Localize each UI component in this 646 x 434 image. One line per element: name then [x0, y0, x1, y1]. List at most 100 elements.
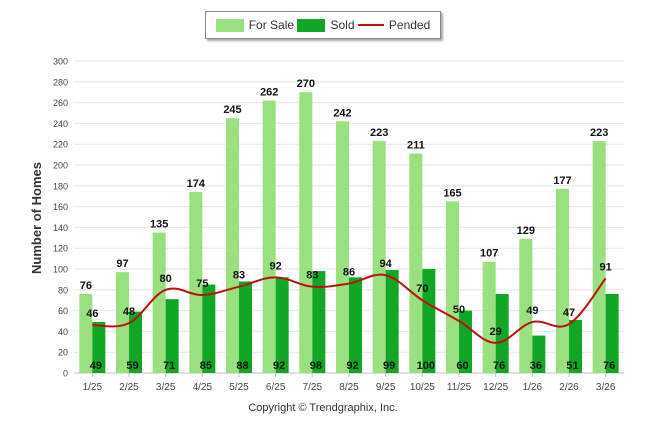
y-tick-label: 160	[53, 202, 68, 212]
y-tick-label: 180	[53, 181, 68, 191]
legend-item-for-sale[interactable]: For Sale	[215, 18, 295, 32]
bar-sold	[275, 277, 289, 373]
data-label-sold: 51	[566, 360, 578, 372]
data-label-sold: 88	[236, 360, 248, 372]
bar-for-sale	[152, 232, 166, 373]
data-label-pended: 80	[160, 273, 172, 285]
data-label-pended: 48	[123, 306, 135, 318]
x-tick-label: 7/25	[303, 382, 323, 393]
data-label-pended: 83	[306, 270, 318, 282]
legend-label-for-sale: For Sale	[248, 18, 295, 32]
data-label-for-sale: 76	[80, 280, 92, 292]
data-label-for-sale: 211	[407, 140, 425, 152]
data-label-sold: 59	[126, 360, 138, 372]
x-tick-label: 3/25	[156, 382, 176, 393]
x-tick-label: 9/25	[376, 382, 396, 393]
x-tick-label: 1/25	[83, 382, 103, 393]
data-label-pended: 91	[600, 261, 612, 273]
data-label-pended: 94	[380, 258, 393, 270]
bar-for-sale	[372, 141, 386, 373]
x-tick-label: 5/25	[229, 382, 249, 393]
bar-sold	[92, 322, 106, 373]
data-label-sold: 76	[493, 360, 505, 372]
bars: 76 49 97 59 135 71 174 85 245 88 262 92 270 98 242 92 22…	[79, 78, 619, 374]
x-tick-label: 10/25	[410, 382, 435, 393]
bar-for-sale	[189, 192, 203, 373]
y-tick-label: 200	[53, 161, 68, 171]
data-label-sold: 100	[417, 360, 435, 372]
bar-for-sale	[556, 188, 569, 373]
bar-sold	[312, 271, 326, 373]
y-tick-label: 20	[58, 348, 68, 358]
data-label-for-sale: 223	[370, 127, 388, 139]
bar-for-sale	[262, 100, 276, 374]
data-label-sold: 99	[383, 360, 395, 372]
data-label-sold: 92	[273, 360, 285, 372]
bar-for-sale	[482, 261, 496, 373]
data-label-for-sale: 270	[297, 78, 315, 90]
data-label-for-sale: 174	[187, 178, 206, 190]
y-tick-label: 220	[53, 140, 68, 150]
y-tick-label: 260	[53, 98, 68, 108]
data-label-for-sale: 245	[223, 104, 241, 116]
bar-sold	[422, 269, 436, 373]
data-label-sold: 36	[530, 360, 542, 372]
bar-sold	[239, 281, 252, 373]
bar-for-sale	[336, 121, 349, 373]
bar-for-sale	[79, 293, 93, 373]
bar-sold	[202, 284, 216, 373]
y-tick-label: 120	[53, 244, 68, 254]
data-label-for-sale: 262	[260, 87, 278, 99]
bar-sold	[165, 299, 179, 373]
bar-for-sale	[409, 153, 423, 373]
data-label-pended: 47	[563, 307, 575, 319]
bar-sold	[459, 310, 472, 373]
x-tick-label: 4/25	[193, 382, 213, 393]
x-tick-label: 2/26	[559, 382, 579, 393]
data-label-for-sale: 97	[116, 258, 128, 270]
data-label-sold: 71	[163, 360, 175, 372]
data-label-pended: 86	[343, 267, 355, 279]
data-label-for-sale: 135	[150, 219, 168, 231]
copyright-footer: Copyright © Trendgraphix, Inc.	[248, 402, 398, 414]
legend-label-pended: Pended	[388, 18, 431, 32]
y-tick-label: 100	[53, 265, 68, 275]
x-tick-label: 2/25	[119, 382, 139, 393]
data-label-sold: 98	[310, 360, 322, 372]
data-label-pended: 50	[453, 304, 465, 316]
legend-item-pended[interactable]: Pended	[357, 18, 431, 32]
x-tick-label: 12/25	[483, 382, 508, 393]
data-label-pended: 46	[86, 308, 98, 320]
x-tick-label: 11/25	[447, 382, 472, 393]
bar-for-sale	[226, 118, 239, 373]
legend-swatch-for-sale	[215, 18, 244, 32]
y-axis-label: Number of Homes	[29, 162, 44, 274]
x-tick-label: 3/26	[596, 382, 616, 393]
pended-line	[92, 273, 607, 344]
data-label-pended: 49	[526, 305, 538, 317]
data-label-for-sale: 242	[333, 107, 351, 119]
data-label-sold: 85	[200, 360, 212, 372]
legend-item-sold[interactable]: Sold	[297, 18, 355, 32]
y-tick-label: 140	[53, 223, 68, 233]
data-label-pended: 75	[196, 278, 208, 290]
y-tick-label: 80	[58, 285, 68, 295]
y-tick-label: 0	[63, 369, 68, 379]
y-tick-label: 280	[53, 77, 68, 87]
x-tick-label: 8/25	[339, 382, 359, 393]
data-label-for-sale: 223	[590, 127, 608, 139]
x-tick-label: 1/26	[523, 382, 543, 393]
pended-line-group: 46 48 80 75 83 92 83 86 94 70 50 29 49 47 91	[86, 258, 612, 344]
legend: For Sale Sold Pended	[205, 11, 441, 39]
bar-for-sale	[299, 92, 313, 373]
bar-for-sale	[446, 201, 459, 373]
x-tick-label: 6/25	[266, 382, 286, 393]
bar-sold	[605, 293, 619, 373]
bar-sold	[569, 319, 582, 373]
x-axis-ticks: 1/25 2/25 3/25 4/25 5/25 6/25 7/25 8/25 9/25 10/2…	[83, 373, 616, 393]
bar-sold	[129, 311, 142, 373]
data-label-for-sale: 107	[480, 248, 498, 260]
data-label-sold: 49	[90, 360, 102, 372]
bar-sold	[495, 293, 509, 373]
